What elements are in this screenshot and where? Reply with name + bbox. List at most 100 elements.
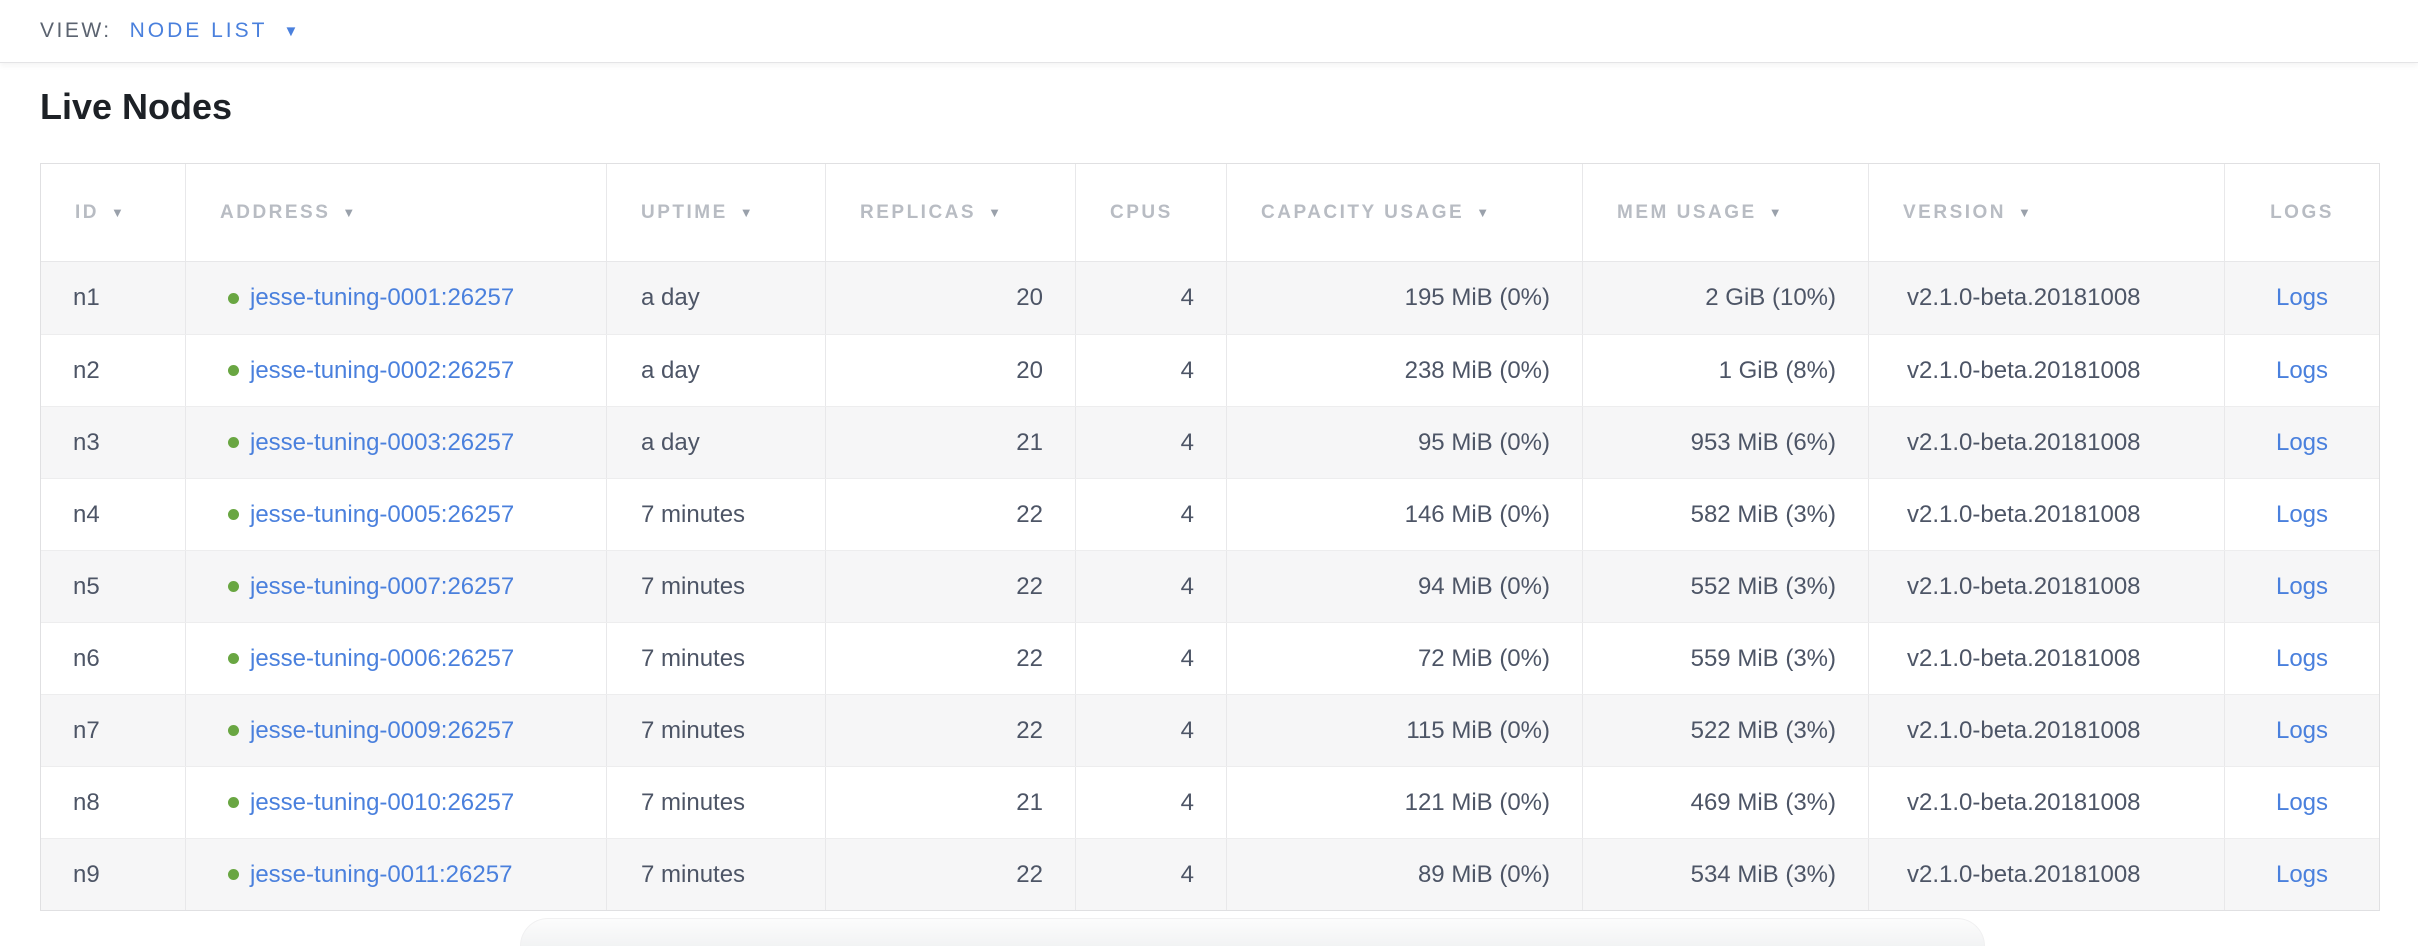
node-address-link[interactable]: jesse-tuning-0007:26257 <box>250 572 515 600</box>
column-header-mem-usage[interactable]: MEM USAGE ▼ <box>1583 164 1869 261</box>
version-cell: v2.1.0-beta.20181008 <box>1869 623 2225 694</box>
logs-link[interactable]: Logs <box>2275 644 2329 672</box>
page-title: Live Nodes <box>40 86 233 127</box>
view-bar: VIEW: NODE LIST ▼ <box>0 0 2418 63</box>
version-cell: v2.1.0-beta.20181008 <box>1869 335 2225 406</box>
replicas-cell: 22 <box>826 623 1076 694</box>
main-content: Live Nodes ID ▼ ADDRESS ▼ UPTIME ▼ REPLI… <box>0 85 2418 911</box>
capacity-usage-cell: 94 MiB (0%) <box>1227 551 1583 622</box>
sort-desc-icon: ▼ <box>342 205 356 220</box>
node-address-cell: jesse-tuning-0010:26257 <box>186 767 607 838</box>
logs-link[interactable]: Logs <box>2275 716 2329 744</box>
node-address-link[interactable]: jesse-tuning-0009:26257 <box>250 716 515 744</box>
version-cell: v2.1.0-beta.20181008 <box>1869 839 2225 910</box>
sort-desc-icon: ▼ <box>111 205 124 220</box>
logs-cell: Logs <box>2225 479 2379 550</box>
table-row-n1: n1 jesse-tuning-0001:26257 a day 20 4 19… <box>41 262 2379 334</box>
logs-cell: Logs <box>2225 551 2379 622</box>
node-live-status-icon <box>228 365 239 376</box>
mem-usage-cell: 522 MiB (3%) <box>1583 695 1869 766</box>
cpus-cell: 4 <box>1076 551 1227 622</box>
uptime-cell: a day <box>607 335 826 406</box>
mem-usage-cell: 534 MiB (3%) <box>1583 839 1869 910</box>
node-live-status-icon <box>228 292 239 304</box>
uptime-cell: 7 minutes <box>607 479 826 550</box>
node-address-link[interactable]: jesse-tuning-0006:26257 <box>250 644 515 672</box>
view-label: VIEW: <box>40 19 112 42</box>
view-selector-dropdown[interactable]: NODE LIST ▼ <box>130 19 299 43</box>
node-id-cell: n6 <box>41 623 186 694</box>
cpus-cell: 4 <box>1076 695 1227 766</box>
cpus-cell: 4 <box>1076 479 1227 550</box>
table-header-row: ID ▼ ADDRESS ▼ UPTIME ▼ REPLICAS ▼ CPUS … <box>41 164 2379 262</box>
logs-link[interactable]: Logs <box>2275 788 2329 816</box>
node-address-cell: jesse-tuning-0011:26257 <box>186 839 607 910</box>
column-header-capacity-usage[interactable]: CAPACITY USAGE ▼ <box>1227 164 1583 261</box>
cpus-cell: 4 <box>1076 767 1227 838</box>
logs-cell: Logs <box>2225 623 2379 694</box>
node-id-cell: n3 <box>41 407 186 478</box>
logs-link[interactable]: Logs <box>2275 500 2329 528</box>
replicas-cell: 22 <box>826 551 1076 622</box>
sort-desc-icon: ▼ <box>1768 205 1782 220</box>
capacity-usage-cell: 121 MiB (0%) <box>1227 767 1583 838</box>
replicas-cell: 21 <box>826 767 1076 838</box>
column-header-address[interactable]: ADDRESS ▼ <box>186 164 607 261</box>
replicas-cell: 21 <box>826 407 1076 478</box>
logs-cell: Logs <box>2225 767 2379 838</box>
node-live-status-icon <box>228 509 239 520</box>
node-address-cell: jesse-tuning-0001:26257 <box>186 262 607 334</box>
node-address-link[interactable]: jesse-tuning-0010:26257 <box>250 788 515 816</box>
logs-link[interactable]: Logs <box>2275 572 2329 600</box>
table-row-n5: n5 jesse-tuning-0007:26257 7 minutes 22 … <box>41 550 2379 622</box>
capacity-usage-cell: 115 MiB (0%) <box>1227 695 1583 766</box>
replicas-cell: 22 <box>826 479 1076 550</box>
column-header-version[interactable]: VERSION ▼ <box>1869 164 2225 261</box>
uptime-cell: 7 minutes <box>607 839 826 910</box>
node-address-link[interactable]: jesse-tuning-0005:26257 <box>250 500 515 528</box>
table-row-n2: n2 jesse-tuning-0002:26257 a day 20 4 23… <box>41 334 2379 406</box>
mem-usage-cell: 469 MiB (3%) <box>1583 767 1869 838</box>
logs-link[interactable]: Logs <box>2275 428 2329 456</box>
view-selected-value: NODE LIST <box>129 19 268 42</box>
mem-usage-cell: 1 GiB (8%) <box>1583 335 1869 406</box>
logs-link[interactable]: Logs <box>2275 356 2329 384</box>
node-live-status-icon <box>228 653 239 664</box>
logs-link[interactable]: Logs <box>2275 860 2329 888</box>
uptime-cell: a day <box>607 262 826 334</box>
live-nodes-table: ID ▼ ADDRESS ▼ UPTIME ▼ REPLICAS ▼ CPUS … <box>40 163 2380 911</box>
node-live-status-icon <box>228 869 239 880</box>
node-live-status-icon <box>228 581 239 592</box>
column-header-uptime[interactable]: UPTIME ▼ <box>607 164 826 261</box>
logs-link[interactable]: Logs <box>2275 284 2329 311</box>
table-row-n9: n9 jesse-tuning-0011:26257 7 minutes 22 … <box>41 838 2379 910</box>
version-cell: v2.1.0-beta.20181008 <box>1869 479 2225 550</box>
column-header-id[interactable]: ID ▼ <box>41 164 186 261</box>
logs-cell: Logs <box>2225 839 2379 910</box>
node-id-cell: n8 <box>41 767 186 838</box>
logs-cell: Logs <box>2225 407 2379 478</box>
node-address-link[interactable]: jesse-tuning-0003:26257 <box>250 428 515 456</box>
uptime-cell: a day <box>607 407 826 478</box>
capacity-usage-cell: 195 MiB (0%) <box>1227 262 1583 334</box>
replicas-cell: 22 <box>826 695 1076 766</box>
mem-usage-cell: 559 MiB (3%) <box>1583 623 1869 694</box>
node-address-cell: jesse-tuning-0006:26257 <box>186 623 607 694</box>
node-address-cell: jesse-tuning-0003:26257 <box>186 407 607 478</box>
node-address-link[interactable]: jesse-tuning-0011:26257 <box>250 860 513 888</box>
node-id-cell: n9 <box>41 839 186 910</box>
node-live-status-icon <box>228 437 239 448</box>
sort-desc-icon: ▼ <box>2018 205 2031 220</box>
capacity-usage-cell: 238 MiB (0%) <box>1227 335 1583 406</box>
column-header-replicas[interactable]: REPLICAS ▼ <box>826 164 1076 261</box>
cpus-cell: 4 <box>1076 407 1227 478</box>
uptime-cell: 7 minutes <box>607 551 826 622</box>
replicas-cell: 22 <box>826 839 1076 910</box>
logs-cell: Logs <box>2225 695 2379 766</box>
logs-cell: Logs <box>2225 262 2379 334</box>
uptime-cell: 7 minutes <box>607 767 826 838</box>
capacity-usage-cell: 72 MiB (0%) <box>1227 623 1583 694</box>
node-address-link[interactable]: jesse-tuning-0002:26257 <box>250 356 515 384</box>
node-address-link[interactable]: jesse-tuning-0001:26257 <box>250 284 515 311</box>
node-id-cell: n4 <box>41 479 186 550</box>
